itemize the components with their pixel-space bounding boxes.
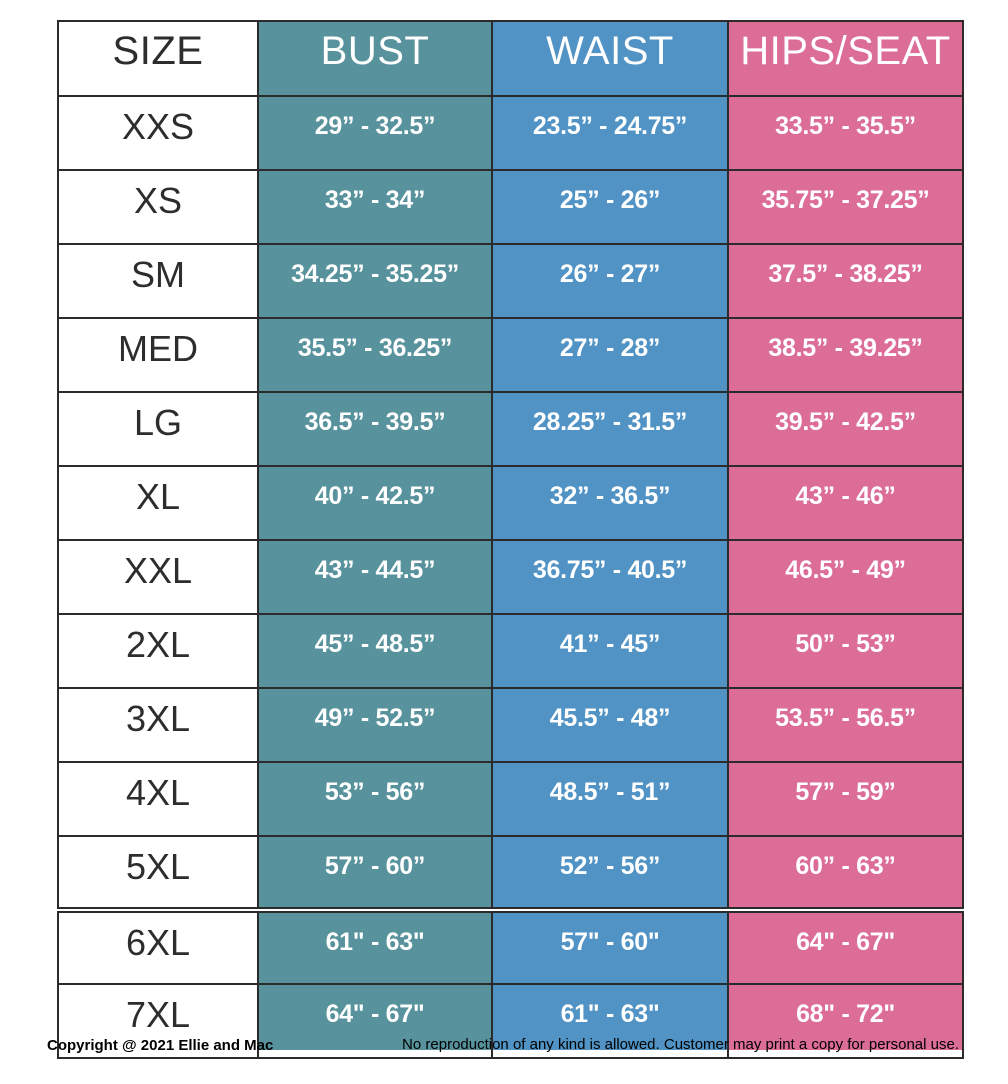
size-row-4xl: 4XL 53” - 56” 48.5” - 51” 57” - 59” [57, 761, 964, 837]
size-chart-table: SIZE BUST WAIST HIPS/SEAT XXS 29” - 32.5” 23.… [57, 20, 964, 1059]
waist-value-cell: 52” - 56” [491, 835, 729, 911]
bust-value-cell: 45” - 48.5” [257, 613, 493, 689]
column-header-waist: WAIST [491, 20, 729, 97]
column-header-hips: HIPS/SEAT [727, 20, 964, 97]
waist-value-cell: 26” - 27” [491, 243, 729, 319]
hips-value-cell: 53.5” - 56.5” [727, 687, 964, 763]
size-label-cell: XXS [57, 95, 259, 171]
size-label-cell: 5XL [57, 835, 259, 911]
size-label-cell: XS [57, 169, 259, 245]
disclaimer-text: No reproduction of any kind is allowed. … [402, 1036, 959, 1053]
size-row-3xl: 3XL 49” - 52.5” 45.5” - 48” 53.5” - 56.5” [57, 687, 964, 763]
bust-value-cell: 49” - 52.5” [257, 687, 493, 763]
waist-value-cell: 48.5” - 51” [491, 761, 729, 837]
size-label-cell: XL [57, 465, 259, 541]
hips-value-cell: 50” - 53” [727, 613, 964, 689]
hips-value-cell: 46.5” - 49” [727, 539, 964, 615]
bust-value-cell: 64" - 67" [257, 983, 493, 1059]
bust-value-cell: 61" - 63" [257, 907, 493, 985]
hips-value-cell: 38.5” - 39.25” [727, 317, 964, 393]
hips-value-cell: 35.75” - 37.25” [727, 169, 964, 245]
size-label-cell: 3XL [57, 687, 259, 763]
size-row-xs: XS 33” - 34” 25” - 26” 35.75” - 37.25” [57, 169, 964, 245]
bust-value-cell: 40” - 42.5” [257, 465, 493, 541]
size-row-xxs: XXS 29” - 32.5” 23.5” - 24.75” 33.5” - 35.5… [57, 95, 964, 171]
size-label-cell: MED [57, 317, 259, 393]
copyright-text: Copyright @ 2021 Ellie and Mac [47, 1037, 274, 1054]
size-row-lg: LG 36.5” - 39.5” 28.25” - 31.5” 39.5” - 42.… [57, 391, 964, 467]
waist-value-cell: 61" - 63" [491, 983, 729, 1059]
size-label-cell: SM [57, 243, 259, 319]
waist-value-cell: 23.5” - 24.75” [491, 95, 729, 171]
size-label-cell: 2XL [57, 613, 259, 689]
bust-value-cell: 34.25” - 35.25” [257, 243, 493, 319]
hips-value-cell: 68" - 72" [727, 983, 964, 1059]
waist-value-cell: 41” - 45” [491, 613, 729, 689]
size-label-cell: XXL [57, 539, 259, 615]
size-row-2xl: 2XL 45” - 48.5” 41” - 45” 50” - 53” [57, 613, 964, 689]
waist-value-cell: 45.5” - 48” [491, 687, 729, 763]
size-label-cell: LG [57, 391, 259, 467]
waist-value-cell: 27” - 28” [491, 317, 729, 393]
waist-value-cell: 28.25” - 31.5” [491, 391, 729, 467]
hips-value-cell: 39.5” - 42.5” [727, 391, 964, 467]
size-label-cell: 7XL [57, 983, 259, 1059]
hips-value-cell: 37.5” - 38.25” [727, 243, 964, 319]
waist-value-cell: 57" - 60" [491, 907, 729, 985]
waist-value-cell: 36.75” - 40.5” [491, 539, 729, 615]
size-label-cell: 6XL [57, 907, 259, 985]
bust-value-cell: 35.5” - 36.25” [257, 317, 493, 393]
waist-value-cell: 32” - 36.5” [491, 465, 729, 541]
size-row-6xl: 6XL 61" - 63" 57" - 60" 64" - 67" [57, 907, 964, 985]
size-label-cell: 4XL [57, 761, 259, 837]
hips-value-cell: 64" - 67" [727, 907, 964, 985]
bust-value-cell: 53” - 56” [257, 761, 493, 837]
bust-value-cell: 29” - 32.5” [257, 95, 493, 171]
hips-value-cell: 43” - 46” [727, 465, 964, 541]
hips-value-cell: 57” - 59” [727, 761, 964, 837]
size-row-xl: XL 40” - 42.5” 32” - 36.5” 43” - 46” [57, 465, 964, 541]
column-header-size: SIZE [57, 20, 259, 97]
size-row-7xl: 7XL 64" - 67" 61" - 63" 68" - 72" [57, 983, 964, 1059]
size-row-xxl: XXL 43” - 44.5” 36.75” - 40.5” 46.5” - 49” [57, 539, 964, 615]
size-chart: SIZE BUST WAIST HIPS/SEAT XXS 29” - 32.5” 23.… [47, 20, 964, 1059]
bust-value-cell: 33” - 34” [257, 169, 493, 245]
size-chart-body: XXS 29” - 32.5” 23.5” - 24.75” 33.5” - 35.5… [57, 95, 964, 1059]
size-row-5xl: 5XL 57” - 60” 52” - 56” 60” - 63” [57, 835, 964, 911]
header-row: SIZE BUST WAIST HIPS/SEAT [57, 20, 964, 97]
hips-value-cell: 60” - 63” [727, 835, 964, 911]
column-header-bust: BUST [257, 20, 493, 97]
size-row-med: MED 35.5” - 36.25” 27” - 28” 38.5” - 39.25” [57, 317, 964, 393]
waist-value-cell: 25” - 26” [491, 169, 729, 245]
bust-value-cell: 57” - 60” [257, 835, 493, 911]
bust-value-cell: 43” - 44.5” [257, 539, 493, 615]
hips-value-cell: 33.5” - 35.5” [727, 95, 964, 171]
size-row-sm: SM 34.25” - 35.25” 26” - 27” 37.5” - 38.25” [57, 243, 964, 319]
bust-value-cell: 36.5” - 39.5” [257, 391, 493, 467]
